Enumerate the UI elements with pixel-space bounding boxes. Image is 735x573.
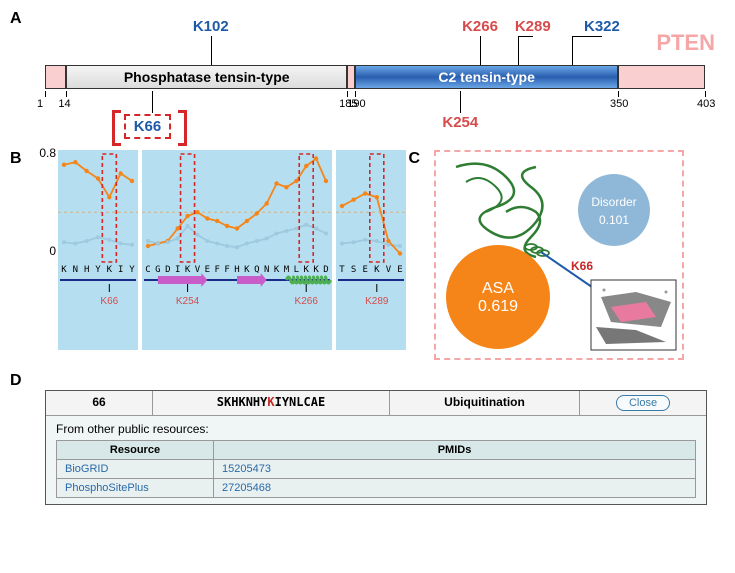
site-label-bottom: K254 bbox=[442, 114, 478, 131]
svg-text:S: S bbox=[351, 265, 356, 275]
svg-text:F: F bbox=[215, 265, 220, 275]
tick-label: 14 bbox=[58, 98, 70, 110]
d-header-row: 66 SKHKNHYKIYNLCAE Ubiquitination Close bbox=[46, 391, 706, 416]
d-pos: 66 bbox=[46, 391, 153, 415]
svg-text:E: E bbox=[397, 265, 402, 275]
domain-segment: C2 tensin-type bbox=[355, 65, 618, 89]
d-subtable: Resource PMIDs BioGRID15205473PhosphoSit… bbox=[56, 440, 696, 498]
panel-c: C ASA0.619Disorder0.101 K66 bbox=[434, 150, 684, 360]
svg-text:C: C bbox=[145, 265, 150, 275]
tick-label: 1 bbox=[37, 98, 43, 110]
tick-label: 350 bbox=[610, 98, 628, 110]
chart-strip: CGDIKVEFFHKQNKMLKKDK254K266 bbox=[142, 150, 332, 350]
pten-title: PTEN bbox=[656, 30, 715, 56]
site-label-top: K322 bbox=[584, 18, 620, 35]
svg-text:ASA: ASA bbox=[482, 280, 514, 297]
col-resource: Resource bbox=[57, 441, 214, 460]
row-bc: B 0.80KNHYKIYK66CGDIKVEFFHKQNKMLKKDK254K… bbox=[10, 150, 725, 360]
svg-text:E: E bbox=[205, 265, 210, 275]
svg-text:G: G bbox=[155, 265, 160, 275]
svg-text:0.101: 0.101 bbox=[599, 213, 629, 227]
svg-text:Q: Q bbox=[254, 265, 259, 275]
svg-text:N: N bbox=[264, 265, 269, 275]
domain-segment: Phosphatase tensin-type bbox=[66, 65, 347, 89]
panel-c-label: C bbox=[408, 150, 420, 168]
panel-c-svg: ASA0.619 Disorder 0.101 K66 bbox=[436, 152, 682, 358]
svg-text:K266: K266 bbox=[295, 296, 319, 307]
resource-link[interactable]: BioGRID bbox=[57, 460, 214, 479]
svg-text:Disorder: Disorder bbox=[592, 195, 637, 209]
svg-text:F: F bbox=[224, 265, 229, 275]
svg-text:D: D bbox=[165, 265, 170, 275]
svg-text:H: H bbox=[84, 265, 89, 275]
d-table: 66 SKHKNHYKIYNLCAE Ubiquitination Close … bbox=[45, 390, 707, 505]
svg-text:N: N bbox=[73, 265, 78, 275]
svg-text:K66: K66 bbox=[100, 296, 118, 307]
svg-text:H: H bbox=[234, 265, 239, 275]
svg-text:T: T bbox=[339, 265, 345, 275]
d-caption: From other public resources: bbox=[56, 422, 696, 436]
domain-segment bbox=[618, 65, 705, 89]
chart-strip: KNHYKIYK66 bbox=[58, 150, 138, 350]
panel-b-label: B bbox=[10, 150, 22, 168]
svg-text:K254: K254 bbox=[176, 296, 200, 307]
svg-text:E: E bbox=[362, 265, 367, 275]
svg-text:K: K bbox=[374, 265, 380, 275]
tick-label: 403 bbox=[697, 98, 715, 110]
svg-text:K: K bbox=[107, 265, 113, 275]
svg-text:V: V bbox=[386, 265, 392, 275]
d-seq: SKHKNHYKIYNLCAE bbox=[153, 391, 390, 415]
pmid-link[interactable]: 15205473 bbox=[214, 460, 696, 479]
site-label-top: K266 bbox=[462, 18, 498, 35]
metric-circle bbox=[446, 245, 550, 349]
svg-text:K: K bbox=[274, 265, 280, 275]
d-body: From other public resources: Resource PM… bbox=[46, 416, 706, 504]
svg-text:D: D bbox=[323, 265, 328, 275]
resource-row: PhosphoSitePlus27205468 bbox=[57, 479, 696, 498]
tick-label: 190 bbox=[347, 98, 365, 110]
site-label-bottom: K66 bbox=[124, 114, 172, 139]
domain-bar: Phosphatase tensin-type C2 tensin-type bbox=[45, 65, 705, 91]
site-label-top: K289 bbox=[515, 18, 551, 35]
svg-text:K: K bbox=[61, 265, 67, 275]
svg-text:K289: K289 bbox=[365, 296, 389, 307]
metric-circle bbox=[578, 174, 650, 246]
chart-strip: TSEKVEK289 bbox=[336, 150, 406, 350]
pmid-link[interactable]: 27205468 bbox=[214, 479, 696, 498]
svg-text:K: K bbox=[185, 265, 191, 275]
domain-segment bbox=[45, 65, 66, 89]
svg-text:I: I bbox=[175, 265, 180, 275]
svg-text:I: I bbox=[118, 265, 123, 275]
panel-d: D 66 SKHKNHYKIYNLCAE Ubiquitination Clos… bbox=[10, 372, 725, 505]
svg-text:M: M bbox=[284, 265, 290, 275]
svg-text:K: K bbox=[244, 265, 250, 275]
resource-link[interactable]: PhosphoSitePlus bbox=[57, 479, 214, 498]
svg-text:Y: Y bbox=[129, 265, 135, 275]
close-button[interactable]: Close bbox=[616, 395, 670, 411]
panel-d-label: D bbox=[10, 372, 22, 389]
panel-a-label: A bbox=[10, 10, 22, 28]
svg-text:K: K bbox=[304, 265, 310, 275]
svg-text:0.619: 0.619 bbox=[478, 298, 518, 315]
residue-label: K66 bbox=[571, 259, 593, 273]
svg-text:L: L bbox=[294, 265, 299, 275]
domain-segment bbox=[347, 65, 355, 89]
y-axis: 0.80 bbox=[28, 150, 58, 300]
svg-text:V: V bbox=[195, 265, 201, 275]
svg-text:Y: Y bbox=[95, 265, 101, 275]
d-type: Ubiquitination bbox=[390, 391, 580, 415]
panel-a: A PTEN Phosphatase tensin-type C2 tensin-… bbox=[10, 10, 725, 150]
site-label-top: K102 bbox=[193, 18, 229, 35]
resource-row: BioGRID15205473 bbox=[57, 460, 696, 479]
svg-text:K: K bbox=[313, 265, 319, 275]
panel-b: 0.80KNHYKIYK66CGDIKVEFFHKQNKMLKKDK254K26… bbox=[28, 150, 410, 350]
col-pmids: PMIDs bbox=[214, 441, 696, 460]
